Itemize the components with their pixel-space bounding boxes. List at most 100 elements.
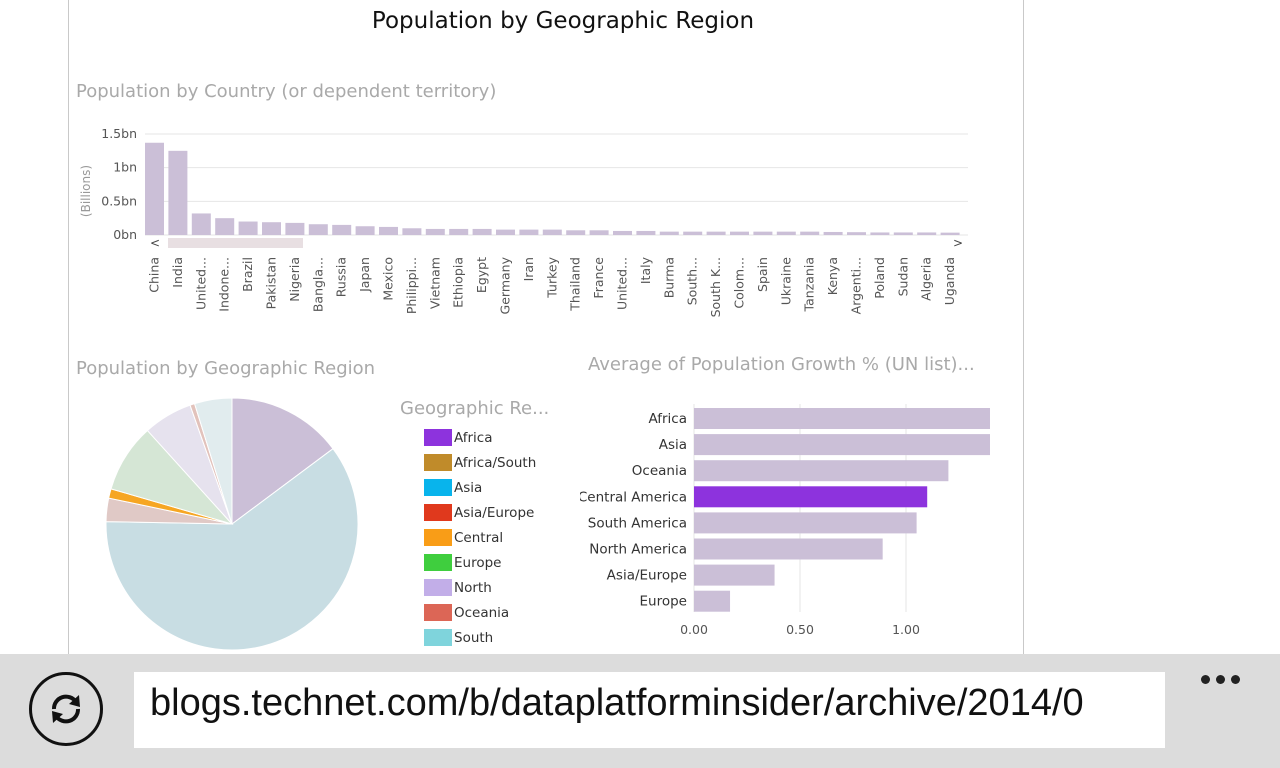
country-bar[interactable]: [425, 228, 445, 235]
x-tick-label: France: [591, 257, 606, 299]
legend-swatch: [424, 529, 452, 546]
country-bar[interactable]: [355, 226, 375, 235]
address-bar[interactable]: blogs.technet.com/b/dataplatforminsider/…: [134, 672, 1165, 748]
country-bar[interactable]: [870, 232, 890, 235]
legend-item[interactable]: Africa/South: [400, 450, 570, 475]
country-bar[interactable]: [262, 222, 281, 235]
growth-bar[interactable]: [694, 486, 928, 508]
growth-bar[interactable]: [694, 590, 731, 612]
country-bar[interactable]: [215, 218, 235, 235]
x-tick-label: Argenti...: [849, 257, 864, 314]
x-tick-label: Iran: [521, 257, 536, 281]
legend-label: South: [454, 629, 494, 646]
address-url[interactable]: blogs.technet.com/b/dataplatforminsider/…: [150, 682, 1084, 724]
country-bar[interactable]: [238, 221, 258, 235]
country-bar[interactable]: [893, 232, 913, 235]
legend-item[interactable]: Oceania: [400, 600, 570, 625]
country-bar[interactable]: [308, 224, 328, 235]
country-bar[interactable]: [449, 228, 469, 235]
x-tick-label: China: [147, 257, 162, 293]
country-bar[interactable]: [589, 230, 609, 235]
legend-title: Geographic Re...: [400, 398, 550, 419]
country-bar[interactable]: [940, 232, 960, 235]
country-bar[interactable]: [332, 224, 352, 235]
x-tick-label: Colom...: [732, 257, 747, 309]
country-bar[interactable]: [285, 222, 305, 235]
country-bar[interactable]: [542, 229, 562, 235]
refresh-button[interactable]: [29, 672, 103, 746]
y-tick-label: 1bn: [113, 160, 137, 175]
pie-slice[interactable]: [193, 397, 233, 525]
x-tick-label: Vietnam: [427, 257, 442, 309]
country-population-chart[interactable]: 0bn 0.5bn 1bn 1.5bn (Billions) China India Unit…: [70, 120, 980, 320]
horizontal-scrollbar[interactable]: [168, 238, 303, 248]
legend-item[interactable]: Europe: [400, 550, 570, 575]
legend-item[interactable]: Africa: [400, 425, 570, 450]
legend-item[interactable]: North: [400, 575, 570, 600]
growth-bar[interactable]: [694, 460, 949, 482]
scroll-right-arrow[interactable]: >: [953, 236, 963, 250]
legend-label: Central: [454, 529, 504, 546]
growth-bar[interactable]: [694, 408, 990, 429]
pie-slice[interactable]: [105, 447, 359, 651]
x-tick-label: Ethiopia: [451, 257, 466, 308]
country-bar[interactable]: [823, 231, 843, 235]
country-bar[interactable]: [730, 231, 749, 235]
country-bar[interactable]: [191, 213, 211, 235]
country-bar[interactable]: [706, 231, 726, 235]
growth-bar[interactable]: [694, 564, 775, 586]
region-legend: Geographic Re... Africa Africa/South Asia A…: [400, 398, 570, 650]
category-label: Asia: [659, 437, 687, 453]
country-bar[interactable]: [519, 229, 539, 235]
pie-slice[interactable]: [231, 397, 334, 525]
country-bar[interactable]: [613, 230, 632, 235]
country-bar[interactable]: [753, 231, 773, 235]
x-tick-label: Tanzania: [802, 257, 817, 312]
population-growth-chart[interactable]: 0.000.501.001.502.002.50AfricaAsiaOceani…: [580, 398, 990, 648]
country-bar[interactable]: [636, 230, 656, 235]
country-bar[interactable]: [379, 226, 398, 235]
legend-swatch: [424, 504, 452, 521]
country-bar[interactable]: [659, 231, 679, 235]
legend-item[interactable]: Central: [400, 525, 570, 550]
country-bar[interactable]: [402, 228, 422, 235]
region-pie-chart[interactable]: [100, 392, 366, 654]
legend-label: Oceania: [454, 604, 510, 621]
x-tick-label: Spain: [755, 257, 770, 292]
country-bar[interactable]: [917, 232, 937, 235]
country-bar[interactable]: [496, 229, 515, 235]
refresh-icon: [51, 694, 81, 724]
more-button[interactable]: [1196, 668, 1244, 690]
legend-item[interactable]: Asia: [400, 475, 570, 500]
country-bar[interactable]: [683, 231, 703, 235]
x-tick-label: Algeria: [919, 257, 934, 301]
country-bar[interactable]: [776, 231, 796, 235]
more-icon-dot: [1215, 674, 1225, 684]
legend-swatch: [424, 629, 452, 646]
y-tick-label: 1.5bn: [101, 126, 137, 141]
x-tick-label: Poland: [872, 257, 887, 299]
legend-item[interactable]: South: [400, 625, 570, 650]
country-bar[interactable]: [168, 150, 188, 235]
report-canvas: Population by Geographic Region Populati…: [68, 0, 1024, 654]
country-bar[interactable]: [847, 232, 866, 235]
category-label: Oceania: [632, 463, 687, 479]
x-tick-label: Brazil: [240, 257, 255, 292]
country-bar[interactable]: [800, 231, 820, 235]
country-bar[interactable]: [145, 142, 164, 235]
x-tick-label: Italy: [638, 256, 653, 284]
growth-bar[interactable]: [694, 538, 883, 560]
category-label: Central America: [580, 489, 687, 505]
scroll-left-arrow[interactable]: <: [150, 236, 160, 250]
country-bar[interactable]: [472, 228, 492, 235]
country-bar[interactable]: [566, 230, 586, 235]
legend-item[interactable]: Asia/Europe: [400, 500, 570, 525]
growth-bar[interactable]: [694, 434, 990, 456]
category-label: Africa: [648, 411, 687, 427]
growth-bar[interactable]: [694, 512, 917, 534]
legend-label: Africa/South: [454, 454, 537, 471]
x-tick-label: Indone...: [217, 257, 232, 312]
legend-swatch: [424, 454, 452, 471]
legend-label: Europe: [454, 554, 502, 571]
x-tick-label: Bangla...: [310, 257, 325, 312]
